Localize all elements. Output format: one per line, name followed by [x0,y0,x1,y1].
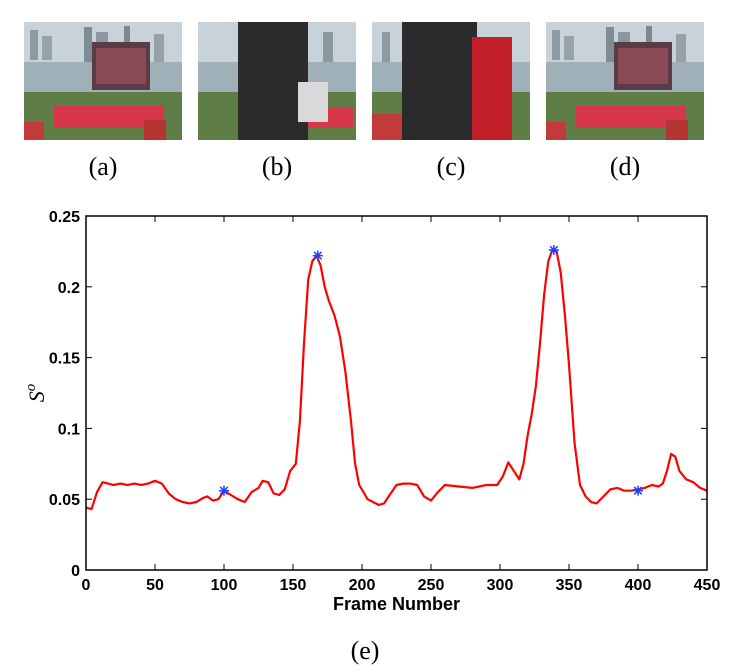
peak-marker [219,485,229,496]
x-axis-label: Frame Number [333,594,460,614]
panel-label-a: (a) [88,152,118,181]
peak-marker [633,485,643,496]
x-tick-label: 200 [349,577,376,594]
frame-thumbnail-c [372,22,530,140]
panel-label-b: (b) [261,152,293,181]
y-tick-label: 0.05 [49,492,80,509]
line-chart: 0 50 100 150 200 250 300 350 400 450 0 0.05 0.1 0.15 0… [23,209,721,614]
x-tick-label: 150 [280,577,307,594]
y-axis-label: So [23,383,49,402]
panel-label-c: (c) [436,152,466,181]
x-tick-label: 50 [146,577,164,594]
peak-marker [312,250,323,261]
x-tick-label: 450 [694,577,721,594]
y-tick-label: 0 [71,563,80,580]
y-tick-label: 0.25 [49,209,80,226]
peak-markers [219,244,643,496]
figure-caption: (e) [350,636,380,665]
panel-label-d: (d) [609,152,641,181]
frame-thumbnail-b [198,22,356,140]
y-tick-label: 0.1 [58,421,80,438]
plot-frame [85,215,708,571]
x-tick-label: 300 [487,577,514,594]
x-tick-label: 100 [211,577,238,594]
frame-thumbnail-d [546,22,704,140]
stage-scene-image [546,22,704,140]
peak-marker [548,244,559,255]
x-tick-label: 400 [625,577,652,594]
frame-thumbnail-a [24,22,182,140]
occluded-scene-image [198,22,356,140]
x-tick-label: 0 [82,577,91,594]
y-tick-label: 0.2 [58,280,80,297]
flag-scene-image [372,22,530,140]
series-line [85,248,708,511]
x-tick-label: 250 [418,577,445,594]
stage-scene-image [24,22,182,140]
y-tick-label: 0.15 [49,351,80,368]
x-tick-label: 350 [556,577,583,594]
axis-ticks: 0 50 100 150 200 250 300 350 400 450 0 0.05 0.1 0.15 0… [49,209,721,594]
